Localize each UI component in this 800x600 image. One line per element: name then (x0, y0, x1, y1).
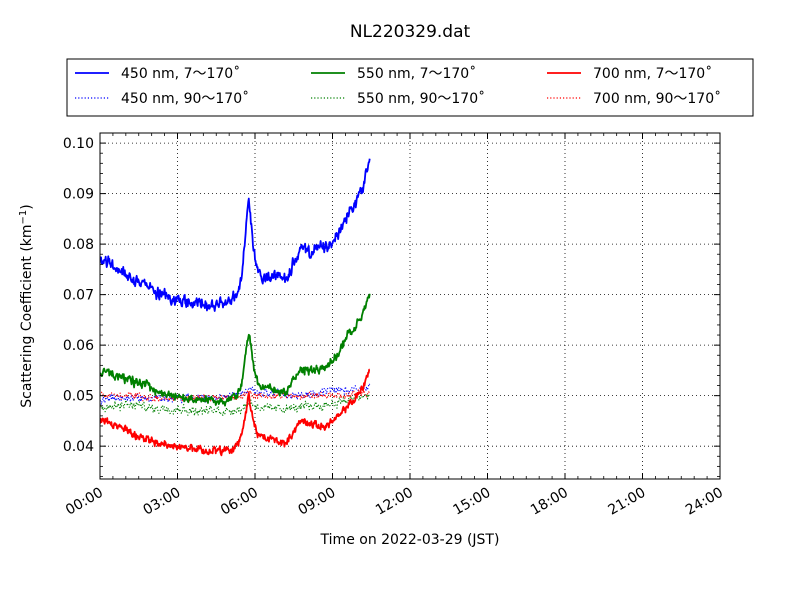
y-tick-label: 0.04 (63, 439, 94, 455)
y-tick-label: 0.06 (63, 338, 94, 354)
series-line-0 (100, 158, 371, 312)
grid (100, 133, 720, 479)
legend-label: 700 nm, 7～170˚ (593, 65, 712, 82)
legend-label: 700 nm, 90～170˚ (593, 90, 721, 107)
y-tick-label: 0.08 (63, 237, 94, 253)
legend-box (66, 58, 754, 117)
series-line-3 (100, 393, 371, 417)
legend-label: 550 nm, 90～170˚ (357, 90, 485, 107)
y-axis-title-main: Scattering Coefficient (km (19, 224, 35, 407)
series-line-2 (100, 293, 371, 407)
legend-label: 550 nm, 7～170˚ (357, 65, 476, 82)
y-axis-title-end: ) (19, 204, 35, 209)
ticks (99, 133, 721, 479)
chart-title: NL220329.dat (350, 22, 471, 42)
legend-label: 450 nm, 7～170˚ (121, 65, 240, 82)
y-tick-label: 0.05 (63, 389, 94, 405)
legend-label: 450 nm, 90～170˚ (121, 90, 249, 107)
y-axis-title: Scattering Coefficient (km−1) (18, 204, 36, 408)
y-tick-label: 0.10 (63, 136, 94, 152)
series-group (100, 158, 371, 457)
y-tick-label: 0.07 (63, 288, 94, 304)
y-axis-title-superscript: −1 (18, 210, 29, 225)
series-line-4 (100, 368, 371, 457)
y-tick-label: 0.09 (63, 187, 94, 203)
x-axis-title: Time on 2022-03-29 (JST) (320, 532, 500, 548)
legend: 450 nm, 7～170˚ 450 nm, 90～170˚ 550 nm, 7～1… (66, 58, 754, 117)
